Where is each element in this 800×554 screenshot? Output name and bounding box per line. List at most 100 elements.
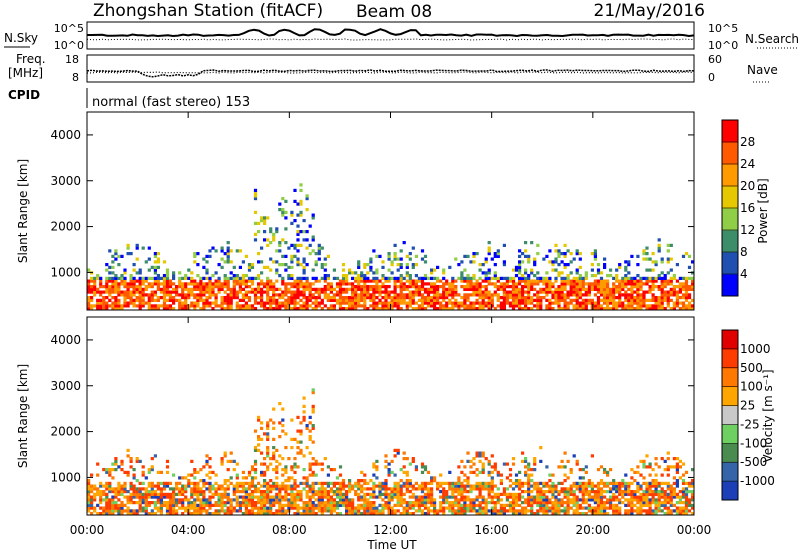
scatter-cell: [372, 484, 376, 488]
scatter-cell: [257, 418, 261, 422]
scatter-cell: [247, 481, 252, 485]
scatter-cell: [238, 287, 242, 291]
scatter-cell: [420, 296, 425, 300]
scatter-cell: [153, 484, 157, 488]
scatter-cell: [593, 501, 597, 505]
scatter-cell: [490, 484, 494, 488]
scatter-cell: [284, 254, 288, 258]
scatter-cell: [420, 509, 425, 513]
scatter-cell: [348, 490, 352, 494]
scatter-cell: [636, 498, 640, 502]
scatter-cell: [229, 287, 233, 291]
scatter-cell: [636, 506, 640, 510]
scatter-cell: [317, 462, 321, 466]
scatter-cell: [114, 462, 118, 466]
scatter-cell: [481, 498, 485, 502]
scatter-cell: [521, 459, 525, 463]
scatter-cell: [572, 257, 576, 261]
scatter-cell: [199, 293, 203, 297]
scatter-cell: [439, 473, 443, 477]
scatter-cell: [417, 487, 421, 491]
scatter-cell: [123, 293, 127, 297]
scatter-cell: [278, 208, 282, 212]
scatter-cell: [232, 296, 236, 300]
scatter-cell: [193, 307, 197, 311]
scatter-cell: [241, 260, 245, 264]
scatter-cell: [284, 509, 288, 513]
scatter-cell: [514, 304, 519, 308]
scatter-cell: [214, 293, 218, 297]
scatter-cell: [527, 481, 531, 485]
scatter-cell: [423, 260, 428, 264]
scatter-cell: [478, 451, 482, 455]
scatter-cell: [278, 241, 282, 245]
cbar-tick-label: 25: [740, 399, 755, 413]
scatter-cell: [639, 276, 643, 280]
scatter-cell: [478, 459, 482, 463]
scatter-cell: [527, 290, 531, 294]
scatter-cell: [223, 252, 227, 256]
scatter-cell: [606, 285, 610, 289]
scatter-cell: [387, 492, 391, 496]
scatter-cell: [93, 495, 97, 499]
scatter-cell: [266, 426, 270, 430]
scatter-cell: [612, 498, 616, 502]
scatter-cell: [357, 487, 361, 491]
scatter-cell: [454, 290, 458, 294]
scatter-cell: [466, 274, 470, 278]
scatter-cell: [244, 290, 248, 294]
scatter-cell: [184, 301, 188, 305]
scatter-cell: [539, 509, 543, 513]
scatter-cell: [581, 487, 585, 491]
scatter-cell: [211, 246, 215, 250]
scatter-cell: [165, 459, 170, 463]
scatter-cell: [272, 454, 276, 458]
scatter-cell: [524, 268, 528, 272]
scatter-cell: [232, 484, 236, 488]
scatter-cell: [560, 285, 564, 289]
scatter-cell: [138, 304, 142, 308]
scatter-cell: [527, 503, 531, 507]
scatter-cell: [481, 470, 485, 474]
scatter-cell: [514, 479, 519, 483]
scatter-cell: [257, 509, 261, 513]
scatter-cell: [357, 296, 361, 300]
scatter-cell: [493, 468, 497, 472]
scatter-cell: [630, 492, 634, 496]
scatter-cell: [575, 298, 579, 302]
scatter-cell: [214, 285, 218, 289]
scatter-cell: [457, 490, 461, 494]
scatter-cell: [123, 484, 127, 488]
scatter-cell: [505, 462, 509, 466]
scatter-cell: [105, 487, 109, 491]
scatter-cell: [372, 285, 376, 289]
scatter-cell: [414, 465, 418, 469]
scatter-cell: [566, 301, 570, 305]
scatter-cell: [193, 293, 197, 297]
scatter-cell: [348, 501, 352, 505]
scatter-cell: [102, 304, 106, 308]
scatter-cell: [648, 512, 652, 516]
scatter-cell: [633, 492, 637, 496]
scatter-cell: [533, 257, 537, 261]
scatter-cell: [654, 512, 658, 516]
scatter-cell: [675, 506, 679, 510]
scatter-cell: [445, 481, 449, 485]
scatter-cell: [175, 481, 179, 485]
scatter-cell: [433, 503, 437, 507]
scatter-cell: [384, 298, 388, 302]
scatter-cell: [666, 484, 670, 488]
scatter-cell: [642, 462, 646, 466]
scatter-cell: [669, 501, 673, 505]
scatter-cell: [475, 473, 479, 477]
scatter-cell: [366, 503, 370, 507]
scatter-cell: [493, 263, 497, 267]
scatter-cell: [290, 243, 294, 247]
scatter-cell: [521, 296, 525, 300]
scatter-cell: [96, 503, 100, 507]
scatter-cell: [366, 307, 370, 311]
scatter-cell: [475, 487, 479, 491]
scatter-cell: [278, 402, 282, 406]
scatter-cell: [314, 296, 318, 300]
scatter-cell: [250, 479, 255, 483]
